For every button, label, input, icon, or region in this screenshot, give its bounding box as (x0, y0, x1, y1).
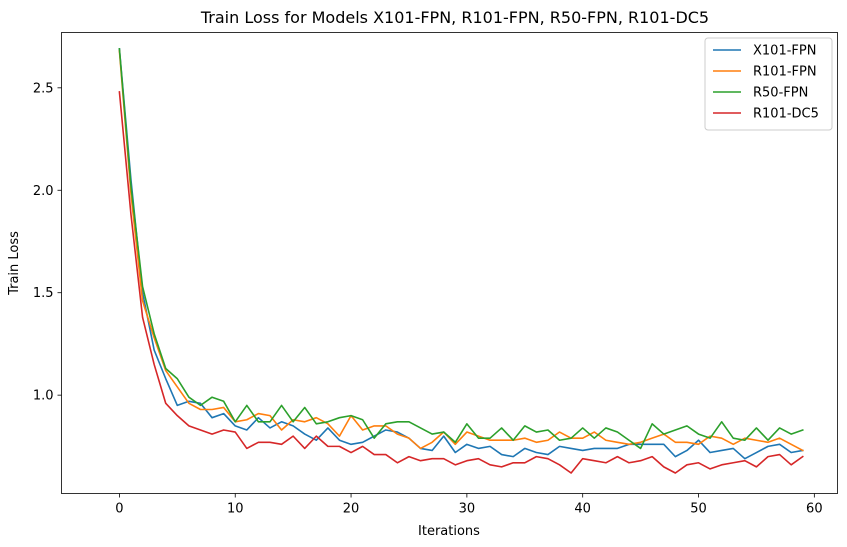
series-line-r50-fpn (118, 48, 804, 450)
y-tick-label: 2.5 (33, 81, 54, 96)
legend: X101-FPN R101-FPN R50-FPN R101-DC5 (704, 37, 833, 131)
legend-label: X101-FPN (753, 44, 816, 59)
x-tick-label: 0 (115, 502, 123, 517)
legend-box (704, 37, 833, 131)
x-tick-label: 40 (574, 502, 591, 517)
y-tick-label: 1.5 (33, 286, 54, 301)
x-tick-label: 60 (806, 502, 823, 517)
y-axis: 1.0 1.5 2.0 2.5 (33, 81, 62, 404)
x-axis-title: Iterations (418, 524, 480, 539)
series-layer (118, 48, 804, 474)
legend-label: R101-DC5 (753, 107, 819, 122)
legend-label: R101-FPN (753, 65, 817, 80)
x-tick-label: 20 (343, 502, 360, 517)
series-line-x101-fpn (118, 48, 804, 460)
chart-title: Train Loss for Models X101-FPN, R101-FPN… (200, 8, 709, 27)
x-tick-label: 30 (459, 502, 476, 517)
y-tick-label: 1.0 (33, 389, 54, 404)
legend-label: R50-FPN (753, 86, 808, 101)
x-tick-label: 50 (690, 502, 707, 517)
x-tick-label: 10 (227, 502, 244, 517)
y-tick-label: 2.0 (33, 184, 54, 199)
series-line-r101-dc5 (118, 91, 804, 474)
y-axis-title: Train Loss (7, 231, 22, 296)
x-axis: 0 10 20 30 40 50 60 (115, 493, 823, 517)
